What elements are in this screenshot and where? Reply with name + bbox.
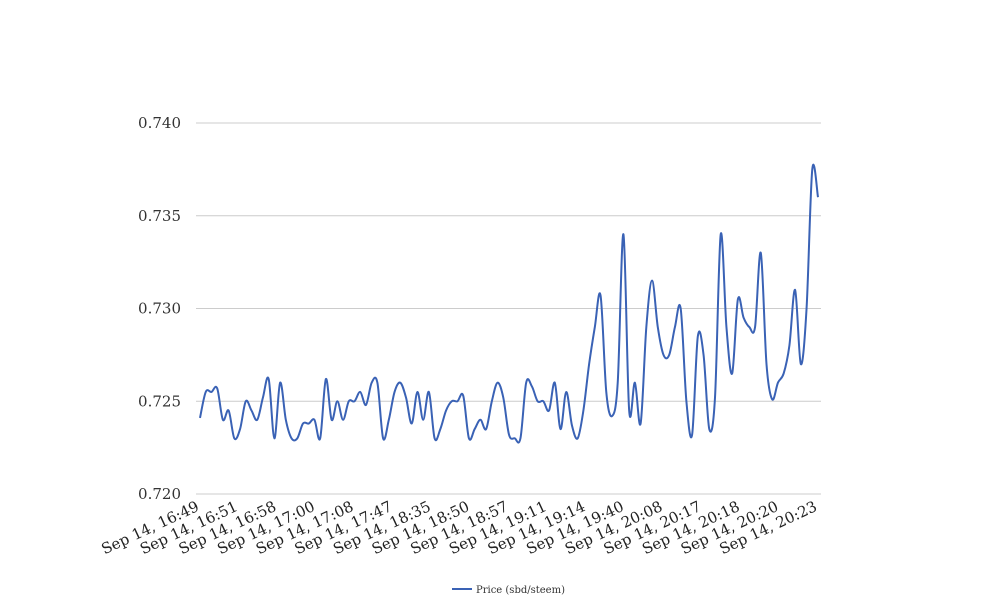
gridlines (196, 122, 821, 495)
series-layer (199, 163, 819, 444)
legend: Price (sbd/steem) (452, 585, 565, 596)
series-line (199, 163, 819, 444)
y-tick-label: 0.725 (138, 392, 181, 410)
y-tick-label: 0.740 (138, 114, 181, 132)
y-tick-label: 0.730 (138, 300, 181, 318)
y-tick-label: 0.720 (138, 485, 181, 503)
y-tick-label: 0.735 (138, 207, 181, 225)
legend-label: Price (sbd/steem) (476, 585, 565, 596)
y-axis-ticks: 0.720 0.725 0.730 0.735 0.740 (138, 114, 181, 503)
